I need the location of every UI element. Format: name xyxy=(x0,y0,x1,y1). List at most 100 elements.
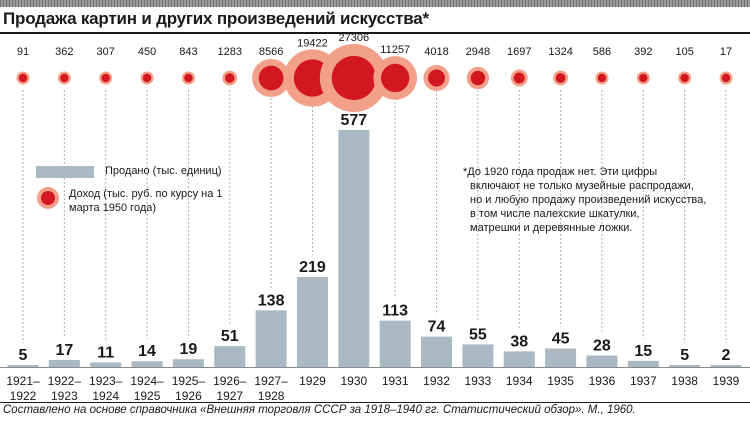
bar-value-label: 577 xyxy=(340,112,367,129)
bar-sold xyxy=(172,359,204,367)
income-value-label: 19422 xyxy=(297,37,328,49)
x-tick-label: 1922 xyxy=(10,389,37,402)
income-value-label: 1697 xyxy=(507,46,531,58)
income-circle xyxy=(597,73,607,83)
footnote-line: но и любую продажу произведений искусств… xyxy=(470,194,707,206)
bar-value-label: 19 xyxy=(180,341,198,358)
x-tick-label: 1934 xyxy=(506,374,533,388)
bar-sold xyxy=(627,360,659,367)
footnote-line: *До 1920 года продаж нет. Эти цифры xyxy=(463,166,658,178)
x-tick-label: 1924 xyxy=(92,389,119,402)
x-tick-label: 1927 xyxy=(216,389,243,402)
bar-value-label: 2 xyxy=(722,347,731,364)
bar-sold xyxy=(379,320,411,367)
income-circle xyxy=(470,70,486,86)
x-tick-label: 1930 xyxy=(340,374,367,388)
bar-value-label: 5 xyxy=(680,347,689,364)
bar-value-label: 74 xyxy=(428,319,446,336)
bar-sold xyxy=(214,346,246,367)
chart-title: Продажа картин и других произведений иск… xyxy=(3,9,429,28)
x-tick-label: 1924– xyxy=(130,374,164,388)
bar-value-label: 14 xyxy=(138,343,156,360)
footnote-line: матрешки и деревянные ложки. xyxy=(470,222,633,234)
bar-value-label: 55 xyxy=(469,326,487,343)
bar-sold xyxy=(669,364,701,367)
bar-sold xyxy=(338,130,370,367)
x-tick-label: 1931 xyxy=(382,374,409,388)
x-tick-label: 1926 xyxy=(175,389,202,402)
bar-value-label: 11 xyxy=(97,344,114,361)
income-value-label: 307 xyxy=(97,46,115,58)
bar-sold xyxy=(7,364,39,367)
bar-value-label: 28 xyxy=(593,337,611,354)
income-value-label: 91 xyxy=(17,46,29,58)
x-tick-label: 1926– xyxy=(213,374,247,388)
income-value-label: 1324 xyxy=(548,46,572,58)
title-divider xyxy=(0,32,750,34)
bar-value-label: 38 xyxy=(510,333,528,350)
income-circle xyxy=(18,73,28,83)
income-value-label: 450 xyxy=(138,46,156,58)
footnote-line: включают не только музейные распродажи, xyxy=(470,180,694,192)
chart: 5911921–1922173621922–1923113071923–1924… xyxy=(0,34,750,402)
legend-sold-label: Продано (тыс. единиц) xyxy=(105,165,222,177)
x-tick-label: 1925– xyxy=(172,374,206,388)
income-value-label: 2948 xyxy=(466,46,490,58)
top-decorative-stripe xyxy=(0,0,750,7)
income-circle xyxy=(513,72,525,84)
income-circle xyxy=(639,73,648,83)
income-value-label: 17 xyxy=(720,46,732,58)
x-tick-label: 1938 xyxy=(671,374,698,388)
legend-sold-swatch xyxy=(36,166,94,178)
bar-sold xyxy=(90,362,122,367)
income-circle xyxy=(331,55,376,101)
income-value-label: 27306 xyxy=(339,34,370,44)
x-tick-label: 1936 xyxy=(589,374,616,388)
income-circle xyxy=(555,73,566,83)
x-tick-label: 1933 xyxy=(465,374,492,388)
income-value-label: 4018 xyxy=(424,46,448,58)
bar-sold xyxy=(462,344,494,367)
income-circle xyxy=(142,73,152,83)
x-tick-label: 1928 xyxy=(258,389,285,402)
income-circle xyxy=(224,73,235,83)
bar-sold xyxy=(710,365,742,367)
income-value-label: 362 xyxy=(55,46,73,58)
bar-value-label: 17 xyxy=(55,342,73,359)
income-circle xyxy=(380,63,410,93)
bar-value-label: 5 xyxy=(19,347,28,364)
footnote: *До 1920 года продаж нет. Эти цифры вклю… xyxy=(463,165,725,235)
x-tick-label: 1925 xyxy=(134,389,161,402)
x-tick-label: 1929 xyxy=(299,374,326,388)
income-circle xyxy=(184,73,193,83)
income-value-label: 105 xyxy=(675,46,693,58)
legend-income-label: Доход (тыс. руб. по курсу на 1 марта 195… xyxy=(69,188,223,214)
bar-sold xyxy=(421,336,453,367)
income-value-label: 843 xyxy=(179,46,197,58)
bar-value-label: 138 xyxy=(258,292,285,309)
x-tick-label: 1923 xyxy=(51,389,78,402)
income-circle xyxy=(428,69,446,87)
bar-sold xyxy=(586,355,618,367)
x-tick-label: 1935 xyxy=(547,374,574,388)
income-circle xyxy=(101,73,110,83)
bar-value-label: 15 xyxy=(634,343,652,360)
x-tick-label: 1923– xyxy=(89,374,123,388)
bar-value-label: 51 xyxy=(221,328,239,345)
footnote-line: в том числе палехские шкатулки, xyxy=(470,208,640,220)
x-tick-label: 1939 xyxy=(713,374,740,388)
x-tick-label: 1921– xyxy=(6,374,40,388)
source-note: Составлено на основе справочника «Внешня… xyxy=(3,404,636,416)
x-tick-label: 1927– xyxy=(254,374,288,388)
x-tick-label: 1922– xyxy=(48,374,82,388)
bar-sold xyxy=(131,361,163,367)
income-value-label: 1283 xyxy=(218,46,242,58)
x-tick-label: 1937 xyxy=(630,374,657,388)
income-value-label: 586 xyxy=(593,46,611,58)
income-circle xyxy=(60,73,69,83)
bar-value-label: 219 xyxy=(299,259,326,276)
bar-sold xyxy=(545,348,577,367)
income-value-label: 8566 xyxy=(259,46,283,58)
bar-value-label: 45 xyxy=(552,331,570,348)
income-circle xyxy=(680,73,689,83)
